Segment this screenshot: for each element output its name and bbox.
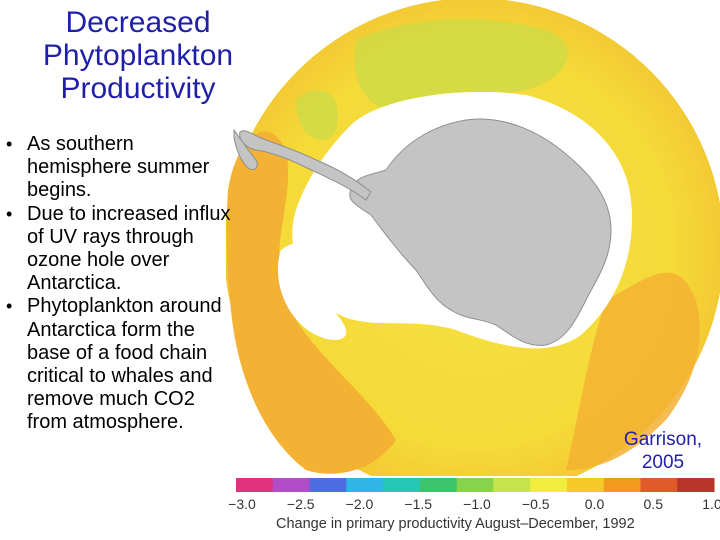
bullet-text: Phytoplankton around Antarctica form the… [27, 295, 222, 434]
scale-ticks: −3.0 −2.5 −2.0 −1.5 −1.0 −0.5 0.0 0.5 1.0 [228, 496, 720, 512]
title-line-1: Decreased [65, 6, 211, 39]
bullet-text: As southern hemisphere summer begins. [27, 133, 210, 202]
scale-swatch [677, 478, 715, 492]
bullet-item: • As southern hemisphere summer begins. [6, 133, 238, 203]
scale-tick-label: 0.0 [584, 496, 605, 512]
scale-swatch [530, 478, 568, 492]
scale-tick-label: 1.0 [702, 496, 720, 512]
scale-swatch [456, 478, 494, 492]
antarctic-peninsula [239, 130, 372, 201]
bullet-item: • Due to increased influx of UV rays thr… [6, 203, 238, 296]
scale-swatch [346, 478, 384, 492]
green-patch-northwest [296, 90, 338, 140]
bullet-list: • As southern hemisphere summer begins. … [6, 133, 238, 435]
sea-ice-west [277, 241, 347, 340]
credit-line-2: 2005 [641, 452, 685, 473]
green-patch-north [354, 19, 568, 113]
bullet-dot-icon: • [6, 296, 13, 317]
title-line-2: Phytoplankton [42, 39, 234, 72]
scale-caption: Change in primary productivity August–De… [276, 516, 635, 532]
source-credit: Garrison, 2005 [608, 428, 718, 474]
bullet-dot-icon: • [6, 203, 13, 224]
slide-title: Decreased Phytoplankton Productivity [18, 6, 258, 105]
scale-swatch [419, 478, 458, 492]
scale-tick-label: −0.5 [521, 496, 550, 512]
credit-line-1: Garrison, [623, 429, 703, 450]
antarctic-productivity-map [226, 0, 720, 498]
scale-tick-label: −1.0 [463, 496, 491, 512]
bullet-item: • Phytoplankton around Antarctica form t… [6, 295, 238, 434]
scale-tick-label: −3.0 [228, 496, 256, 512]
scale-tick-label: −2.0 [345, 496, 374, 512]
scale-swatch [236, 478, 274, 492]
scale-swatch [566, 478, 605, 492]
color-scale-bar [236, 478, 715, 492]
scale-swatch [640, 478, 678, 492]
south-america-tip [233, 128, 258, 171]
antarctica-landmass [349, 118, 612, 346]
scale-swatch [272, 478, 311, 492]
scale-tick-label: −1.5 [404, 496, 433, 512]
bullet-text: Due to increased influx of UV rays throu… [27, 202, 231, 295]
scale-tick-label: −2.5 [286, 496, 315, 512]
scale-swatch [493, 478, 531, 492]
scale-tick-label: 0.5 [643, 496, 663, 512]
bullet-dot-icon: • [6, 134, 13, 154]
title-line-3: Productivity [60, 72, 216, 105]
orange-ocean-west [226, 131, 396, 474]
scale-swatch [603, 478, 641, 492]
color-scale: −3.0 −2.5 −2.0 −1.5 −1.0 −0.5 0.0 0.5 1.0 Change… [228, 476, 720, 540]
scale-swatch [383, 478, 421, 492]
scale-swatch [309, 478, 347, 492]
orange-ocean-east [566, 272, 700, 470]
